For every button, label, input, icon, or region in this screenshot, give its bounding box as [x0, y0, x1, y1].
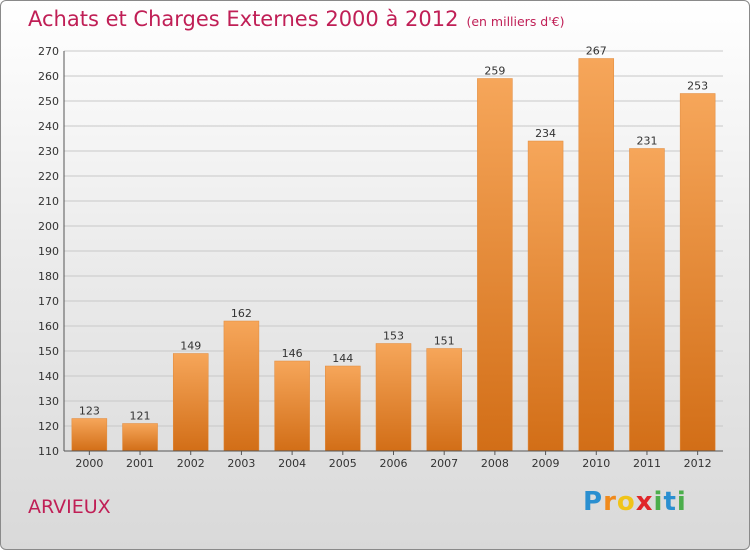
y-tick-label: 120 [38, 420, 59, 433]
value-label-2009: 234 [535, 127, 556, 140]
x-tick-label-2009: 2009 [532, 457, 560, 470]
y-tick-label: 210 [38, 195, 59, 208]
value-label-2003: 162 [231, 307, 252, 320]
x-tick-label-2001: 2001 [126, 457, 154, 470]
x-tick-label-2010: 2010 [582, 457, 610, 470]
bar-2008 [477, 78, 513, 452]
logo-letter: P [583, 487, 604, 517]
bar-2001 [122, 423, 158, 452]
bar-2004 [274, 360, 310, 452]
value-label-2005: 144 [332, 352, 353, 365]
x-tick-label-2007: 2007 [430, 457, 458, 470]
title-text: Achats et Charges Externes 2000 à 2012 [28, 7, 459, 31]
bar-2002 [172, 353, 209, 452]
x-tick-label-2005: 2005 [329, 457, 357, 470]
logo-letter: x [635, 487, 654, 517]
bar-2007 [426, 348, 462, 452]
x-tick-label-2004: 2004 [278, 457, 306, 470]
x-tick-label-2012: 2012 [684, 457, 712, 470]
value-label-2002: 149 [180, 340, 201, 353]
value-label-2008: 259 [484, 65, 505, 78]
y-tick-label: 140 [38, 370, 59, 383]
axes: 110 120 130 140 150 160 170 180 190 200 210 220 230 2… [38, 45, 723, 470]
x-tick-label-2011: 2011 [633, 457, 661, 470]
title-unit: (en milliers d'€) [466, 14, 565, 29]
logo-letter: r [603, 487, 617, 517]
y-tick-label: 260 [38, 70, 59, 83]
y-tick-label: 230 [38, 145, 59, 158]
value-label-2000: 123 [79, 405, 100, 418]
x-tick-label-2008: 2008 [481, 457, 509, 470]
value-label-2010: 267 [586, 45, 607, 58]
value-label-2006: 153 [383, 330, 404, 343]
logo-letter: i [653, 487, 664, 517]
x-tick-label-2000: 2000 [75, 457, 103, 470]
bar-2009 [527, 140, 564, 452]
bar-2011 [629, 148, 665, 452]
y-tick-label: 240 [38, 120, 59, 133]
chart-title: Achats et Charges Externes 2000 à 2012 (e… [28, 7, 565, 31]
x-tick-label-2002: 2002 [177, 457, 205, 470]
bar-2012 [679, 93, 716, 452]
proxiti-logo: Proxiti [583, 487, 687, 517]
logo-letter: o [616, 487, 636, 517]
value-label-2001: 121 [130, 410, 151, 423]
y-tick-label: 200 [38, 220, 59, 233]
y-tick-label: 130 [38, 395, 59, 408]
y-tick-label: 190 [38, 245, 59, 258]
x-tick-label-2006: 2006 [380, 457, 408, 470]
bar-2000 [71, 418, 108, 452]
logo-letter: i [676, 487, 687, 517]
y-tick-label: 270 [38, 45, 59, 58]
y-tick-label: 150 [38, 345, 59, 358]
value-label-2004: 146 [282, 347, 303, 360]
y-tick-label: 170 [38, 295, 59, 308]
bar-2006 [375, 343, 412, 452]
bar-2003 [223, 320, 260, 452]
value-label-2011: 231 [636, 135, 657, 148]
x-tick-label-2003: 2003 [227, 457, 255, 470]
bar-2010 [578, 58, 615, 452]
bar-2005 [325, 365, 361, 452]
logo-letter: t [663, 487, 677, 517]
y-tick-label: 250 [38, 95, 59, 108]
bars: 123 121 149 162 146 144 153 151 259 234 267 231 253 [71, 45, 716, 452]
value-label-2012: 253 [687, 80, 708, 93]
y-tick-label: 110 [38, 445, 59, 458]
y-tick-label: 180 [38, 270, 59, 283]
value-label-2007: 151 [434, 335, 455, 348]
place-name: ARVIEUX [28, 496, 111, 518]
y-tick-label: 160 [38, 320, 59, 333]
y-tick-label: 220 [38, 170, 59, 183]
